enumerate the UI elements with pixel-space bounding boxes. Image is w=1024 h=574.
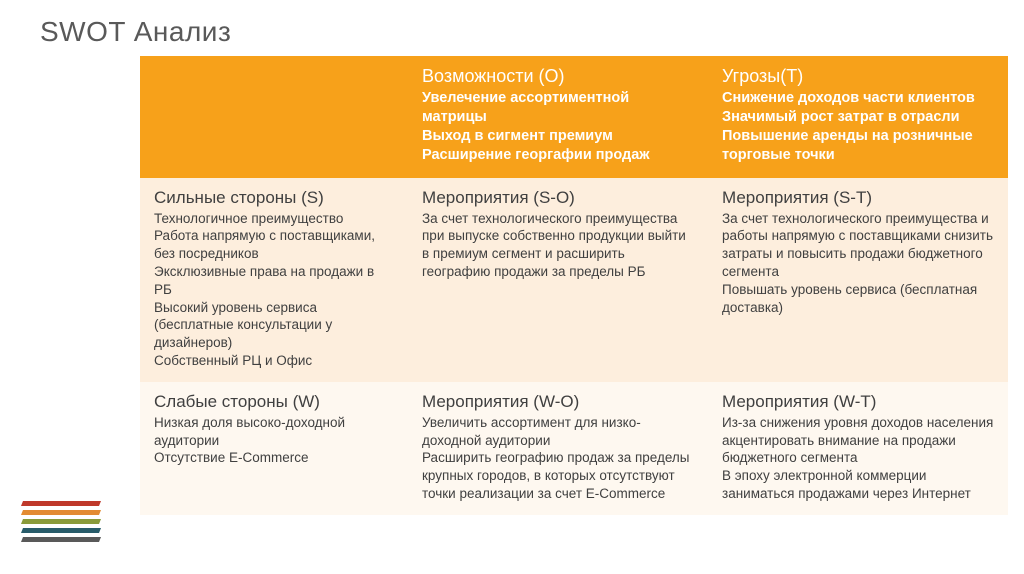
col-header-body: Увелечение ассортиментной матрицы Выход …: [422, 89, 694, 166]
cell-title: Слабые стороны (W): [154, 392, 394, 412]
page-title: SWOT Анализ: [40, 16, 1024, 48]
cell-title: Мероприятия (W-O): [422, 392, 694, 412]
cell-body: За счет технологического преимущества пр…: [422, 210, 694, 281]
cell-st: Мероприятия (S-T) За счет технологическо…: [708, 178, 1008, 382]
cell-title: Мероприятия (S-T): [722, 188, 994, 208]
cell-title: Мероприятия (W-T): [722, 392, 994, 412]
col-header-title: Возможности (O): [422, 66, 694, 87]
row-header-strengths: Сильные стороны (S) Технологичное преиму…: [140, 178, 408, 382]
col-header-body: Снижение доходов части клиентов Значимый…: [722, 89, 994, 166]
header-blank: [140, 56, 408, 178]
slide: SWOT Анализ Возможности (O) Увелечение а…: [0, 0, 1024, 574]
cell-wt: Мероприятия (W-T) Из-за снижения уровня …: [708, 382, 1008, 515]
cell-title: Сильные стороны (S): [154, 188, 394, 208]
cell-so: Мероприятия (S-O) За счет технологическо…: [408, 178, 708, 382]
col-header-opportunities: Возможности (O) Увелечение ассортиментно…: [408, 56, 708, 178]
stripe-5: [21, 537, 101, 542]
cell-body: Низкая доля высоко-доходной аудитории От…: [154, 414, 394, 467]
col-header-threats: Угрозы(T) Снижение доходов части клиенто…: [708, 56, 1008, 178]
stripe-4: [21, 528, 101, 533]
swot-table: Возможности (O) Увелечение ассортиментно…: [140, 56, 1024, 515]
decorative-stripes: [22, 501, 100, 546]
cell-body: Увеличить ассортимент для низко-доходной…: [422, 414, 694, 503]
stripe-2: [21, 510, 101, 515]
col-header-title: Угрозы(T): [722, 66, 994, 87]
cell-wo: Мероприятия (W-O) Увеличить ассортимент …: [408, 382, 708, 515]
cell-body: Из-за снижения уровня доходов населения …: [722, 414, 994, 503]
stripe-1: [21, 501, 101, 506]
stripe-3: [21, 519, 101, 524]
row-header-weaknesses: Слабые стороны (W) Низкая доля высоко-до…: [140, 382, 408, 515]
cell-body: Технологичное преимущество Работа напрям…: [154, 210, 394, 370]
cell-body: За счет технологического преимущества и …: [722, 210, 994, 317]
cell-title: Мероприятия (S-O): [422, 188, 694, 208]
